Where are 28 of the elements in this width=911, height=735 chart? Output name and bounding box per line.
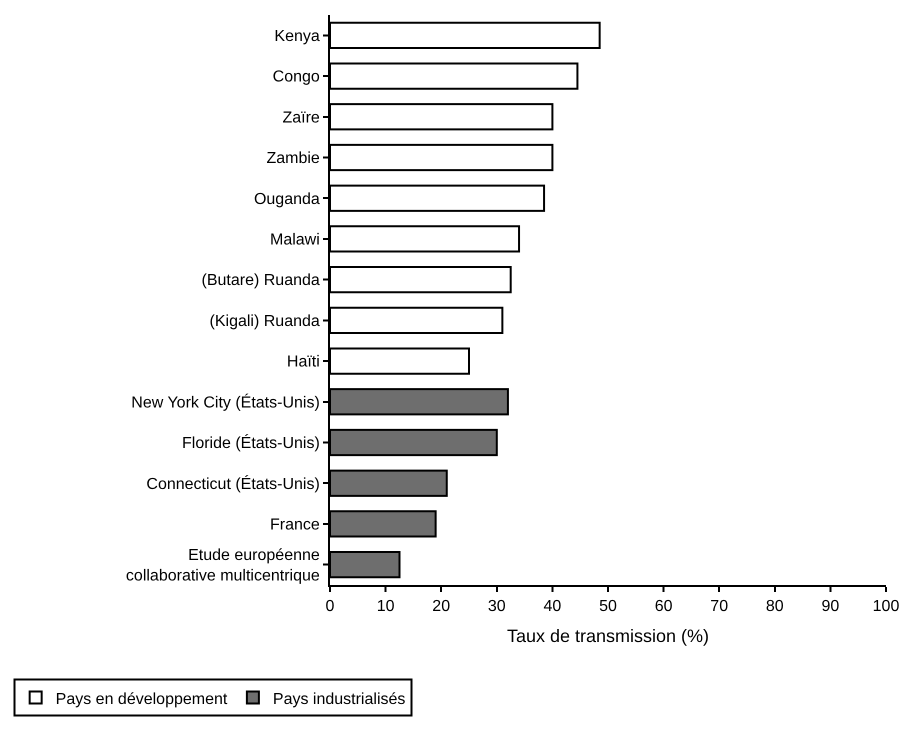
y-tick-label: Floride (États-Unis) (182, 434, 320, 452)
legend-label: Pays industrialisés (272, 690, 406, 708)
y-tick-label: (Kigali) Ruanda (210, 312, 320, 330)
x-tick-label: 10 (376, 598, 395, 616)
y-tick-label: Zaïre (282, 109, 320, 126)
y-tick-label: New York City (États-Unis) (131, 393, 320, 412)
legend-label: Pays en développement (56, 690, 228, 708)
y-tick-label: (Butare) Ruanda (202, 272, 320, 290)
x-tick-label: 60 (654, 598, 673, 616)
x-tick-label: 30 (488, 598, 506, 616)
x-tick-label: 80 (766, 598, 784, 616)
y-tick-label: France (270, 516, 320, 534)
x-tick-label: 40 (544, 598, 562, 616)
x-tick-label: 50 (599, 598, 617, 616)
y-tick-label: Connecticut (États-Unis) (146, 474, 320, 493)
y-tick-label: Ouganda (254, 190, 320, 208)
y-tick-label: Kenya (274, 28, 320, 45)
y-tick-label: Zambie (266, 150, 320, 168)
x-tick-label: 70 (710, 598, 728, 616)
x-tick-label: 0 (326, 598, 335, 616)
x-tick-label: 20 (432, 598, 450, 616)
y-tick-label: Malawi (270, 232, 320, 249)
x-tick-label: 90 (822, 598, 840, 616)
y-tick-label: Congo (272, 68, 320, 86)
x-axis-title: Taux de transmission (%) (506, 626, 710, 646)
y-tick-label: Haïti (286, 354, 320, 371)
x-tick-label: 100 (872, 598, 900, 616)
y-tick-label: Etude européenne collaborative multicentrique (126, 546, 320, 585)
